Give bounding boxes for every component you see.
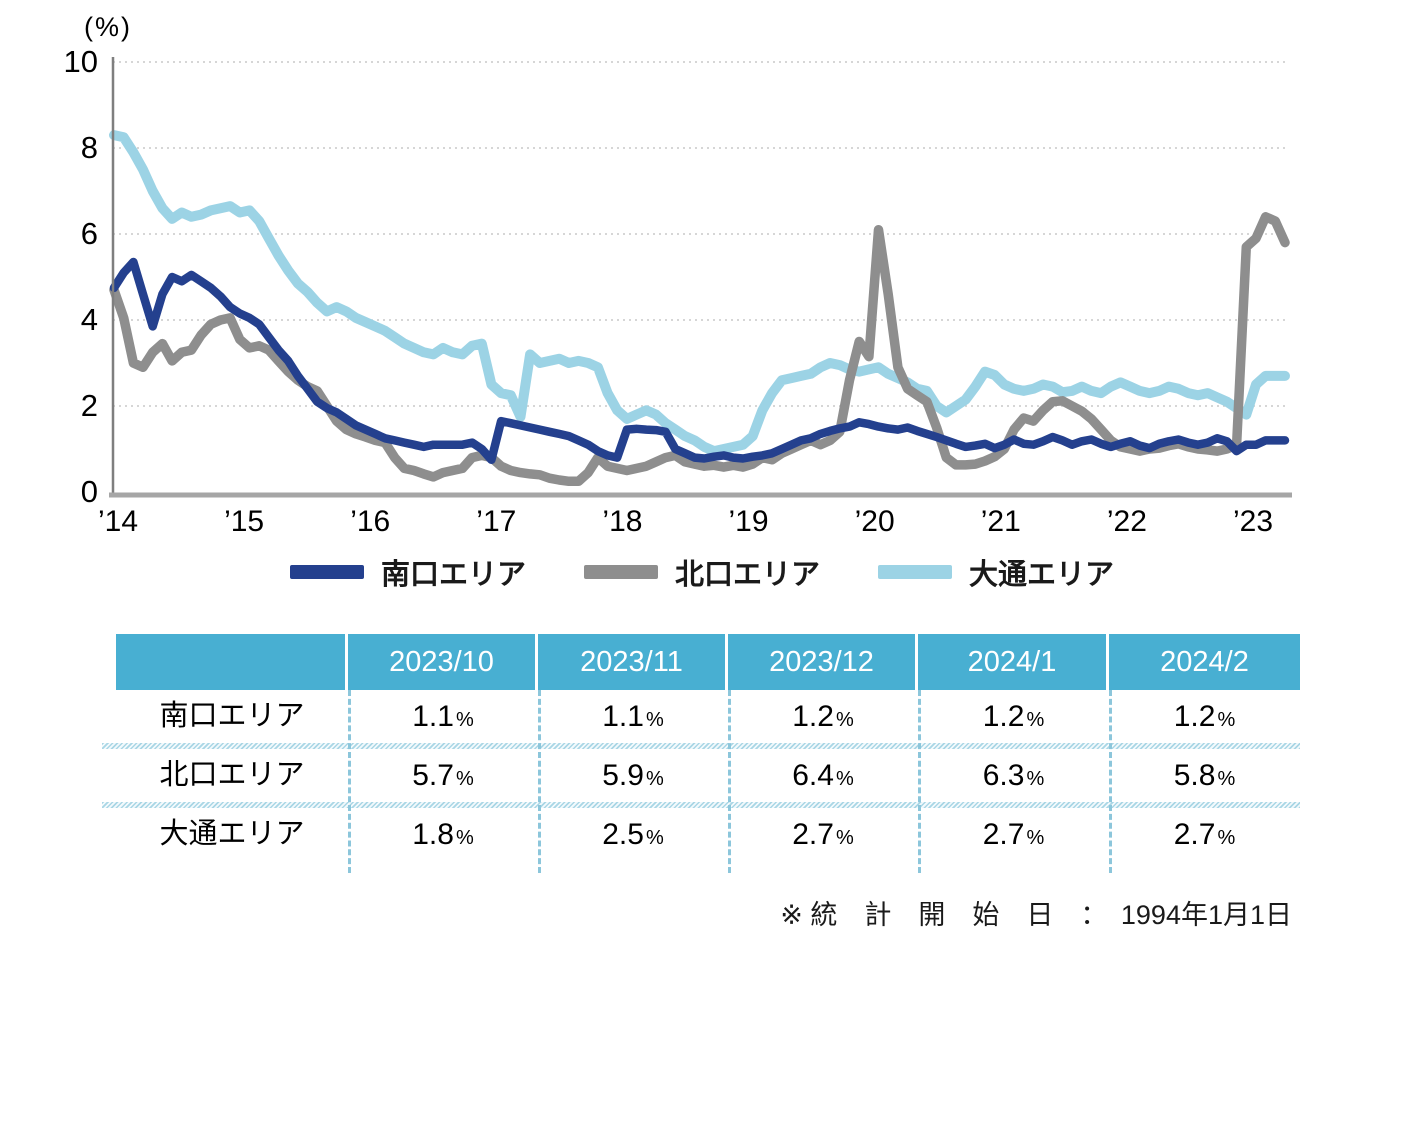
cell-value: 6.3 xyxy=(982,759,1025,792)
y-axis-unit-label: (%) xyxy=(84,12,132,42)
cell-value: 5.9 xyxy=(602,759,644,792)
cell-unit: % xyxy=(835,827,854,849)
series-line-0 xyxy=(109,257,1290,465)
series-line-2 xyxy=(109,130,1290,457)
cell-value: 1.2 xyxy=(1173,700,1216,733)
column-separator xyxy=(348,690,351,873)
legend-swatch-icon xyxy=(583,565,658,579)
cell-unit: % xyxy=(1217,709,1236,731)
cell-unit: % xyxy=(455,827,474,849)
footnote: ※ 統 計 開 始 日 ： 1994年1月1日 xyxy=(780,900,1292,930)
table-cell: 2.7% xyxy=(728,808,918,861)
column-separator xyxy=(538,690,541,873)
table-cell: 5.8% xyxy=(1109,749,1300,802)
cell-unit: % xyxy=(645,768,664,790)
x-tick-label: ’14 xyxy=(97,505,139,538)
legend-item-0: 南口エリア xyxy=(289,551,526,593)
cell-unit: % xyxy=(1217,768,1236,790)
cell-value: 1.1 xyxy=(412,700,454,733)
table-row: 南口エリア 1.1% 1.1% 1.2% 1.2% 1.2% xyxy=(116,690,1300,743)
table-column-header: 2024/1 xyxy=(918,634,1109,690)
y-tick-label: 2 xyxy=(80,388,98,423)
table-column-header: 2023/10 xyxy=(348,634,538,690)
x-tick-label: ’20 xyxy=(854,505,895,538)
table-cell: 5.7% xyxy=(348,749,538,802)
table-corner-cell xyxy=(116,634,348,690)
row-separator xyxy=(102,743,1300,749)
row-label: 大通エリア xyxy=(159,818,305,850)
table-body: 南口エリア 1.1% 1.1% 1.2% 1.2% 1.2% 北口エリア 5.7% 5.9% 6.… xyxy=(102,690,1300,861)
x-tick-label: ’18 xyxy=(602,505,643,538)
table-cell: 1.8% xyxy=(348,808,538,861)
legend-label: 大通エリア xyxy=(969,559,1115,591)
column-separator xyxy=(918,690,921,873)
column-separator xyxy=(728,690,731,873)
x-tick-label: ’22 xyxy=(1106,505,1147,538)
table-row: 大通エリア 1.8% 2.5% 2.7% 2.7% 2.7% xyxy=(116,808,1300,861)
legend-label: 北口エリア xyxy=(674,559,820,591)
y-tick-label: 10 xyxy=(63,44,98,79)
y-tick-label: 8 xyxy=(80,130,98,165)
cell-value: 1.2 xyxy=(792,700,834,733)
cell-unit: % xyxy=(1026,709,1045,731)
table-column-header: 2023/11 xyxy=(538,634,728,690)
cell-value: 5.8 xyxy=(1173,759,1216,792)
cell-value: 2.7 xyxy=(792,818,834,851)
cell-unit: % xyxy=(455,768,474,790)
table-header-row: 2023/10 2023/11 2023/12 2024/1 2024/2 xyxy=(116,634,1300,690)
cell-unit: % xyxy=(1026,827,1045,849)
column-separator xyxy=(1109,690,1112,873)
row-label: 南口エリア xyxy=(159,700,305,732)
cell-value: 2.7 xyxy=(1173,818,1216,851)
legend-swatch-icon xyxy=(878,565,952,579)
table-cell: 2.5% xyxy=(538,808,728,861)
y-tick-label: 4 xyxy=(80,302,98,337)
cell-value: 1.2 xyxy=(982,700,1025,733)
x-tick-label: ’16 xyxy=(350,505,391,538)
cell-value: 6.4 xyxy=(792,759,834,792)
table-cell: 1.1% xyxy=(538,690,728,743)
table-column-header: 2024/2 xyxy=(1109,634,1300,690)
legend-swatch-icon xyxy=(289,565,364,579)
table-cell: 1.1% xyxy=(348,690,538,743)
table-cell: 1.2% xyxy=(1109,690,1300,743)
y-tick-label: 0 xyxy=(80,474,98,509)
row-label: 北口エリア xyxy=(159,759,305,791)
cell-value: 2.5 xyxy=(602,818,644,851)
cell-unit: % xyxy=(645,827,664,849)
table-cell: 1.2% xyxy=(918,690,1109,743)
table-row: 北口エリア 5.7% 5.9% 6.4% 6.3% 5.8% xyxy=(116,749,1300,802)
line-chart-canvas xyxy=(109,57,1292,498)
cell-unit: % xyxy=(1026,768,1045,790)
cell-value: 1.8 xyxy=(412,818,454,851)
table-cell: 2.7% xyxy=(1109,808,1300,861)
cell-unit: % xyxy=(835,768,854,790)
cell-value: 2.7 xyxy=(982,818,1025,851)
y-tick-label: 6 xyxy=(80,216,98,251)
table-cell: 5.9% xyxy=(538,749,728,802)
x-tick-label: ’21 xyxy=(980,505,1021,538)
cell-unit: % xyxy=(1217,827,1236,849)
row-separator xyxy=(102,802,1300,808)
monthly-rate-table: 2023/10 2023/11 2023/12 2024/1 2024/2 南口エリア 1… xyxy=(102,634,1300,873)
x-tick-label: ’17 xyxy=(476,505,517,538)
table-cell: 2.7% xyxy=(918,808,1109,861)
cell-unit: % xyxy=(645,709,664,731)
table-column-header: 2023/12 xyxy=(728,634,918,690)
legend-item-1: 北口エリア xyxy=(583,551,820,593)
x-tick-label: ’23 xyxy=(1232,505,1274,538)
table-cell: 1.2% xyxy=(728,690,918,743)
cell-value: 5.7 xyxy=(412,759,454,792)
x-tick-label: ’19 xyxy=(728,505,769,538)
cell-value: 1.1 xyxy=(602,700,644,733)
chart-legend: 南口エリア 北口エリア 大通エリア xyxy=(0,551,1404,593)
cell-unit: % xyxy=(835,709,854,731)
table-cell: 6.4% xyxy=(728,749,918,802)
legend-item-2: 大通エリア xyxy=(878,551,1114,593)
x-tick-label: ’15 xyxy=(224,505,265,538)
legend-label: 南口エリア xyxy=(380,559,526,591)
cell-unit: % xyxy=(455,709,474,731)
table-cell: 6.3% xyxy=(918,749,1109,802)
